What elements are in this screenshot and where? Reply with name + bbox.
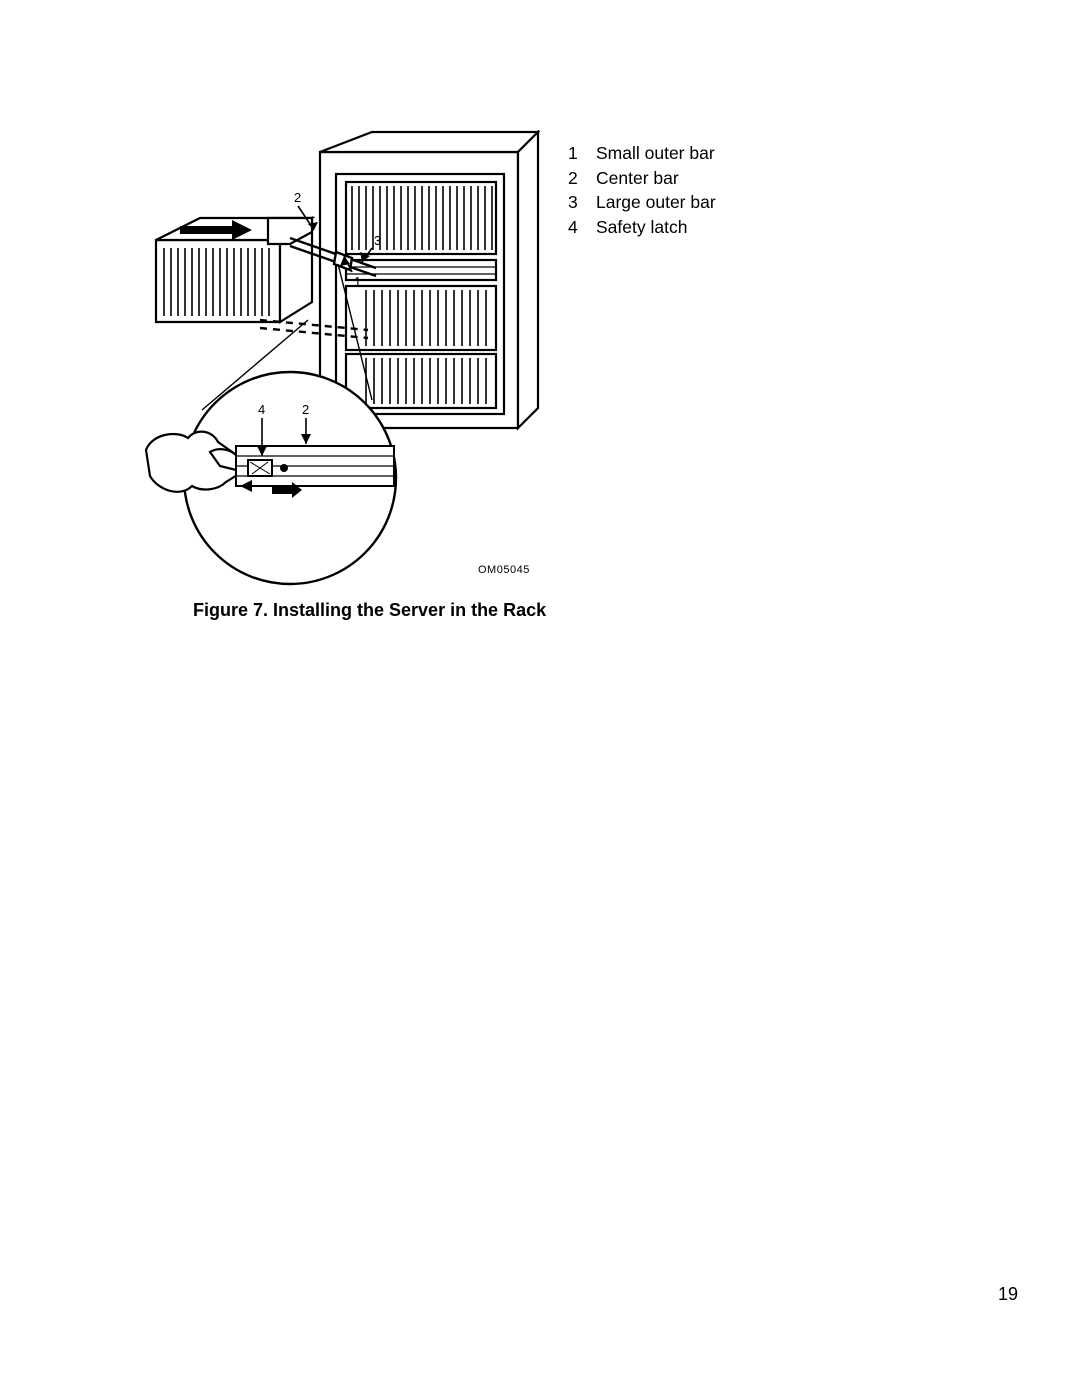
legend-label: Safety latch xyxy=(596,215,687,240)
figure-legend: 1 Small outer bar 2 Center bar 3 Large o… xyxy=(568,141,716,239)
callout-1: 1 xyxy=(354,274,361,289)
page-number: 19 xyxy=(998,1284,1018,1305)
callout-2-top: 2 xyxy=(294,190,301,205)
callout-3: 3 xyxy=(374,233,381,248)
legend-label: Center bar xyxy=(596,166,679,191)
legend-label: Small outer bar xyxy=(596,141,715,166)
legend-item: 1 Small outer bar xyxy=(568,141,716,166)
legend-num: 1 xyxy=(568,141,596,166)
legend-item: 2 Center bar xyxy=(568,166,716,191)
figure-caption: Figure 7. Installing the Server in the R… xyxy=(193,600,546,621)
callout-4: 4 xyxy=(258,402,265,417)
figure-illustration: 2 1 3 xyxy=(140,130,540,590)
callout-2-bottom: 2 xyxy=(302,402,309,417)
legend-item: 4 Safety latch xyxy=(568,215,716,240)
rack-install-drawing: 2 1 3 xyxy=(140,130,540,590)
legend-item: 3 Large outer bar xyxy=(568,190,716,215)
image-code: OM05045 xyxy=(478,564,530,576)
legend-num: 4 xyxy=(568,215,596,240)
legend-num: 3 xyxy=(568,190,596,215)
legend-num: 2 xyxy=(568,166,596,191)
page: 2 1 3 xyxy=(0,0,1080,1397)
legend-label: Large outer bar xyxy=(596,190,716,215)
